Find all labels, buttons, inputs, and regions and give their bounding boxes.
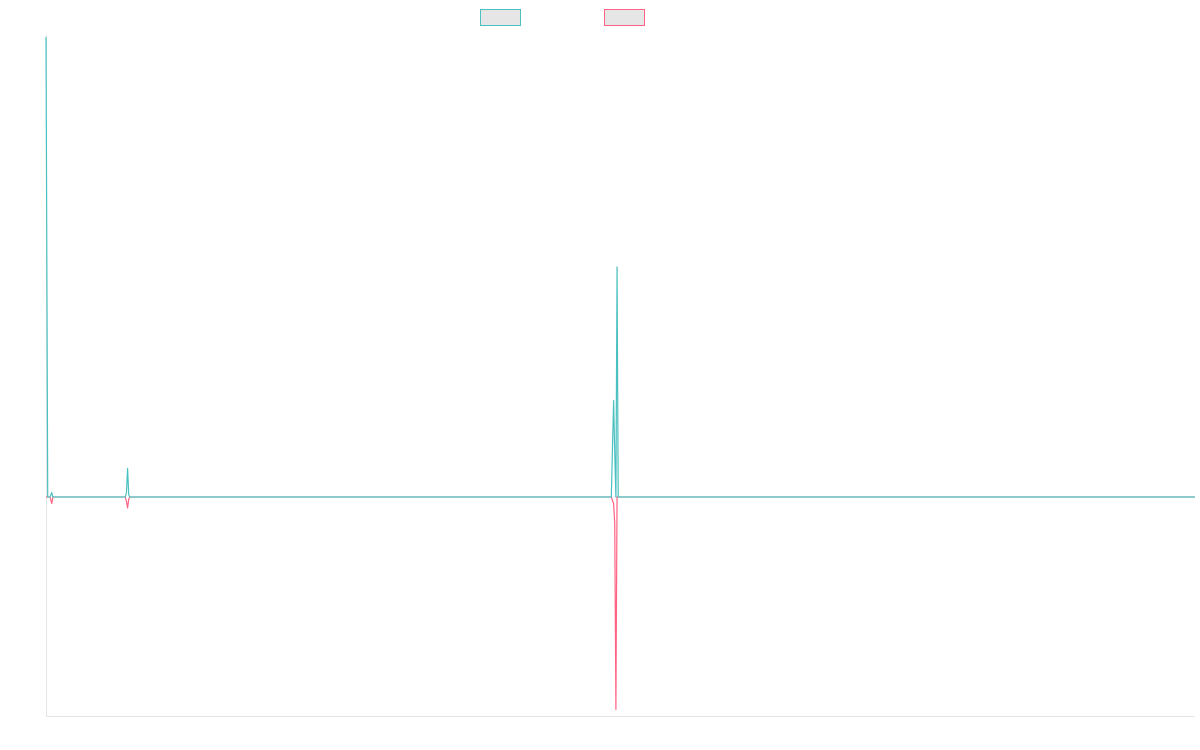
legend-item-2[interactable] <box>604 9 645 26</box>
legend[interactable] <box>480 9 645 26</box>
legend-swatch-1[interactable] <box>480 9 521 26</box>
legend-item-1[interactable] <box>480 9 521 26</box>
series-line-1 <box>45 36 1195 498</box>
axes <box>46 35 1195 717</box>
legend-swatch-2[interactable] <box>604 9 645 26</box>
series-line-2 <box>46 496 1195 711</box>
series-group <box>45 36 1195 711</box>
